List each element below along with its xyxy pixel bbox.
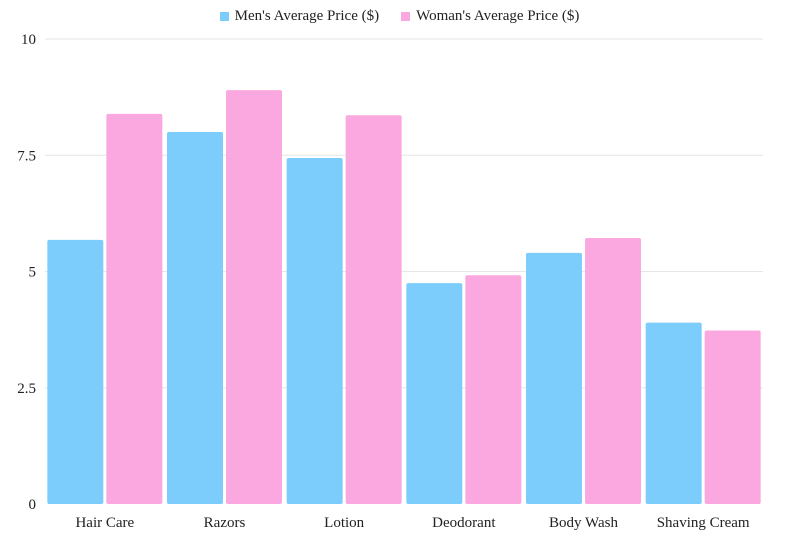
legend-label-men: Men's Average Price ($) [234,8,380,24]
legend-item-women[interactable]: Woman's Average Price ($) [401,8,579,25]
bar-men-lotion[interactable] [286,158,343,505]
x-tick-label: Shaving Cream [657,515,750,531]
x-tick-label: Body Wash [549,515,618,531]
legend-swatch-men [219,12,229,21]
x-tick-label: Deodorant [432,515,496,531]
y-tick-label: 0 [29,497,37,513]
legend-label-women: Woman's Average Price ($) [416,8,580,24]
y-tick-label: 5 [29,265,37,281]
y-tick-label: 2.5 [17,381,36,397]
bar-women-deodorant[interactable] [465,275,522,504]
bar-women-hair-care[interactable] [106,113,163,505]
bar-women-lotion[interactable] [345,115,402,504]
x-tick-label: Hair Care [75,515,134,531]
legend-swatch-women [401,12,411,21]
bar-women-body-wash[interactable] [585,238,641,504]
bar-men-razors[interactable] [167,132,223,504]
bar-men-body-wash[interactable] [526,252,582,504]
x-tick-label: Lotion [324,515,364,531]
legend-item-men[interactable]: Men's Average Price ($) [219,8,380,25]
bar-men-deodorant[interactable] [406,283,463,504]
legend: Men's Average Price ($) Woman's Average … [0,8,799,25]
y-tick-label: 7.5 [17,148,36,164]
bar-men-shaving-cream[interactable] [645,322,702,504]
bar-men-hair-care[interactable] [47,239,104,504]
x-tick-label: Razors [204,515,246,531]
y-tick-label: 10 [21,32,36,48]
bar-women-razors[interactable] [226,90,282,505]
bar-women-shaving-cream[interactable] [704,330,761,504]
